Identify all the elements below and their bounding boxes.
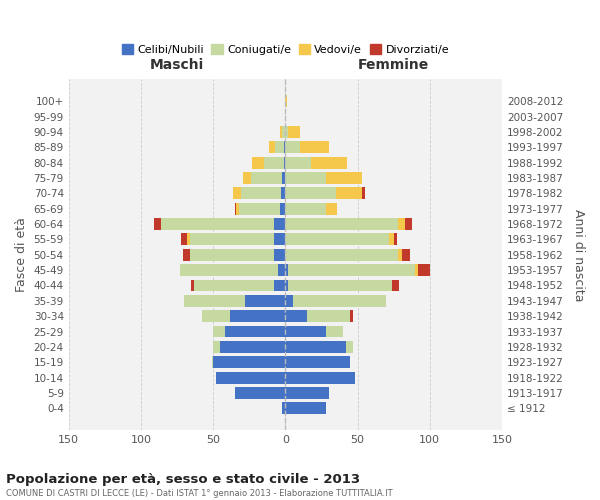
Bar [274, 249, 286, 261]
Bar [418, 264, 430, 276]
Bar [286, 96, 287, 108]
Bar [235, 203, 236, 215]
Bar [286, 310, 307, 322]
Bar [280, 126, 283, 138]
Bar [286, 203, 326, 215]
Bar [263, 157, 284, 169]
Bar [213, 326, 224, 338]
Bar [286, 341, 346, 353]
Bar [283, 126, 286, 138]
Y-axis label: Fasce di età: Fasce di età [15, 218, 28, 292]
Bar [154, 218, 161, 230]
Bar [286, 157, 311, 169]
Bar [190, 234, 274, 245]
Y-axis label: Anni di nascita: Anni di nascita [572, 208, 585, 301]
Bar [362, 188, 365, 200]
Bar [280, 203, 286, 215]
Bar [394, 234, 397, 245]
Bar [274, 218, 286, 230]
Bar [293, 295, 386, 307]
Bar [181, 234, 187, 245]
Bar [311, 157, 347, 169]
Bar [300, 142, 329, 154]
Bar [239, 203, 280, 215]
Bar [307, 310, 350, 322]
Bar [190, 249, 274, 261]
Legend: Celibi/Nubili, Coniugati/e, Vedovi/e, Divorziati/e: Celibi/Nubili, Coniugati/e, Vedovi/e, Di… [117, 40, 454, 59]
Bar [236, 203, 239, 215]
Bar [252, 157, 263, 169]
Bar [286, 326, 326, 338]
Bar [286, 295, 293, 307]
Bar [245, 295, 286, 307]
Bar [202, 310, 230, 322]
Bar [220, 341, 286, 353]
Bar [233, 188, 241, 200]
Bar [392, 280, 400, 291]
Bar [403, 249, 410, 261]
Bar [251, 172, 283, 184]
Bar [286, 234, 389, 245]
Bar [274, 234, 286, 245]
Bar [286, 218, 398, 230]
Bar [230, 310, 286, 322]
Bar [286, 142, 300, 154]
Bar [180, 264, 278, 276]
Bar [213, 341, 220, 353]
Bar [278, 264, 286, 276]
Bar [191, 280, 194, 291]
Bar [288, 264, 415, 276]
Bar [183, 249, 190, 261]
Bar [286, 188, 336, 200]
Bar [212, 356, 213, 368]
Bar [184, 295, 245, 307]
Bar [244, 172, 251, 184]
Bar [286, 402, 326, 414]
Bar [326, 326, 343, 338]
Bar [281, 188, 286, 200]
Bar [194, 280, 274, 291]
Bar [336, 188, 362, 200]
Bar [286, 356, 350, 368]
Bar [241, 188, 281, 200]
Bar [286, 264, 288, 276]
Bar [224, 326, 286, 338]
Bar [288, 280, 392, 291]
Bar [286, 172, 326, 184]
Bar [283, 172, 286, 184]
Bar [288, 126, 300, 138]
Text: Popolazione per età, sesso e stato civile - 2013: Popolazione per età, sesso e stato civil… [6, 472, 360, 486]
Bar [326, 172, 362, 184]
Bar [274, 280, 286, 291]
Bar [326, 203, 337, 215]
Bar [286, 249, 398, 261]
Bar [286, 280, 288, 291]
Text: COMUNE DI CASTRI DI LECCE (LE) - Dati ISTAT 1° gennaio 2013 - Elaborazione TUTTI: COMUNE DI CASTRI DI LECCE (LE) - Dati IS… [6, 489, 392, 498]
Bar [415, 264, 418, 276]
Bar [187, 234, 190, 245]
Bar [216, 372, 286, 384]
Bar [284, 157, 286, 169]
Text: Maschi: Maschi [150, 58, 204, 72]
Bar [398, 218, 405, 230]
Bar [286, 126, 288, 138]
Bar [235, 387, 286, 399]
Bar [161, 218, 274, 230]
Bar [286, 372, 355, 384]
Bar [398, 249, 403, 261]
Bar [275, 142, 284, 154]
Bar [284, 142, 286, 154]
Bar [389, 234, 394, 245]
Bar [346, 341, 353, 353]
Bar [350, 310, 353, 322]
Bar [213, 356, 286, 368]
Text: Femmine: Femmine [358, 58, 430, 72]
Bar [269, 142, 275, 154]
Bar [283, 402, 286, 414]
Bar [286, 387, 329, 399]
Bar [405, 218, 412, 230]
